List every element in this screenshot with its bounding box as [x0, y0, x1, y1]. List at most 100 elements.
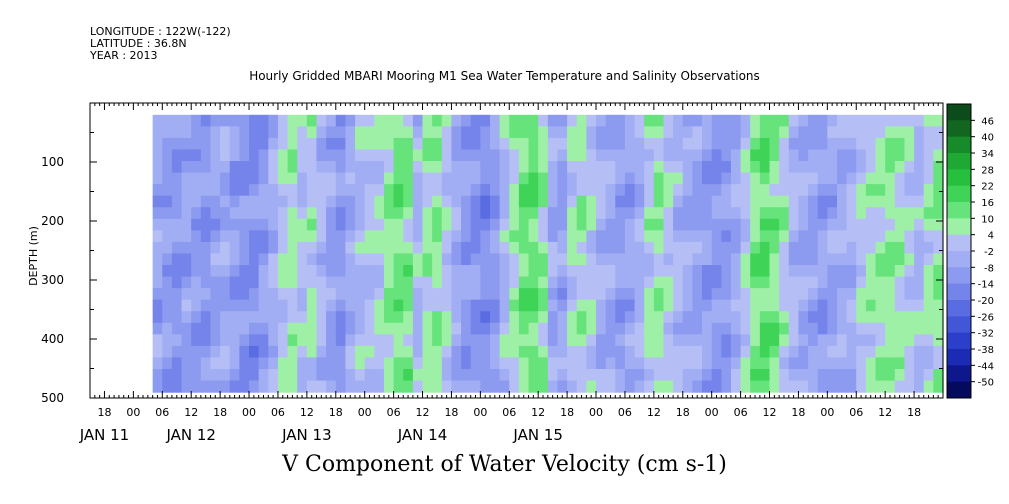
- heatmap-cell: [306, 368, 318, 382]
- heatmap-cell: [152, 334, 163, 347]
- heatmap-cell: [489, 253, 501, 266]
- heatmap-cell: [547, 161, 559, 174]
- heatmap-cell: [239, 184, 250, 197]
- heatmap-cell: [846, 357, 857, 370]
- x-tick-label: 00: [242, 406, 256, 419]
- heatmap-cell: [306, 241, 318, 255]
- heatmap-cell: [268, 137, 279, 151]
- heatmap-cell: [692, 195, 703, 208]
- heatmap-cell: [470, 114, 481, 127]
- heatmap-cell: [277, 184, 289, 197]
- heatmap-cell: [702, 380, 713, 393]
- heatmap-cell: [547, 230, 559, 243]
- heatmap-cell: [856, 184, 867, 197]
- heatmap-cell: [210, 265, 221, 278]
- heatmap-cell: [326, 218, 337, 231]
- heatmap-cell: [933, 311, 944, 324]
- heatmap-cell: [422, 345, 433, 359]
- heatmap-cell: [836, 195, 848, 208]
- heatmap-cell: [634, 276, 645, 289]
- heatmap-cell: [557, 253, 568, 266]
- heatmap-cell: [200, 184, 212, 197]
- heatmap-cell: [615, 195, 626, 208]
- heatmap-cell: [711, 184, 722, 197]
- heatmap-cell: [249, 114, 260, 127]
- heatmap-cell: [817, 184, 828, 197]
- heatmap-cell: [596, 195, 607, 208]
- colorbar-label: -50: [978, 378, 994, 389]
- heatmap-cell: [567, 230, 578, 243]
- heatmap-cell: [277, 276, 289, 289]
- heatmap-cell: [808, 288, 819, 301]
- x-day-label: JAN 13: [281, 426, 332, 444]
- heatmap-cell: [374, 137, 385, 151]
- heatmap-cell: [306, 276, 318, 289]
- heatmap-cell: [461, 126, 472, 139]
- heatmap-cell: [682, 311, 693, 324]
- heatmap-cell: [624, 114, 636, 127]
- heatmap-cell: [759, 114, 771, 127]
- heatmap-cell: [316, 207, 327, 220]
- heatmap-cell: [702, 334, 713, 347]
- heatmap-cell: [576, 334, 587, 347]
- heatmap-cell: [721, 207, 732, 220]
- heatmap-cell: [875, 288, 886, 301]
- heatmap-cell: [355, 334, 366, 347]
- heatmap-cell: [923, 218, 934, 231]
- x-tick-label: 00: [705, 406, 719, 419]
- heatmap-cell: [576, 322, 587, 335]
- heatmap-cell: [470, 265, 481, 278]
- heatmap-cell: [547, 149, 559, 162]
- heatmap-cell: [210, 357, 221, 370]
- heatmap-cell: [538, 172, 549, 185]
- heatmap-cell: [355, 253, 366, 266]
- heatmap-cell: [653, 184, 665, 197]
- heatmap-cell: [316, 137, 327, 151]
- heatmap-cell: [412, 184, 424, 197]
- colorbar-swatch: [947, 283, 971, 301]
- heatmap-cell: [605, 241, 616, 255]
- colorbar-swatch: [947, 218, 971, 236]
- heatmap-cell: [393, 114, 404, 127]
- heatmap-cell: [364, 114, 375, 127]
- heatmap-cell: [702, 265, 713, 278]
- heatmap-cell: [509, 322, 520, 335]
- heatmap-cell: [152, 161, 163, 174]
- heatmap-cell: [441, 265, 453, 278]
- heatmap-cell: [422, 322, 433, 335]
- heatmap-cell: [596, 311, 607, 324]
- heatmap-cell: [663, 241, 674, 255]
- heatmap-cell: [470, 207, 481, 220]
- heatmap-cell: [547, 357, 559, 370]
- heatmap-cell: [374, 380, 385, 393]
- heatmap-cell: [885, 241, 896, 255]
- heatmap-cell: [335, 276, 347, 289]
- heatmap-cell: [383, 311, 395, 324]
- heatmap-cell: [663, 195, 674, 208]
- heatmap-cell: [229, 345, 240, 359]
- heatmap-cell: [374, 230, 385, 243]
- heatmap-cell: [769, 265, 780, 278]
- heatmap-cell: [210, 288, 221, 301]
- heatmap-cell: [788, 334, 800, 347]
- heatmap-cell: [692, 357, 703, 370]
- heatmap-cell: [914, 207, 925, 220]
- heatmap-cell: [229, 114, 240, 127]
- heatmap-cell: [596, 253, 607, 266]
- heatmap-cell: [499, 299, 510, 312]
- heatmap-cell: [817, 311, 828, 324]
- heatmap-cell: [615, 357, 626, 370]
- x-tick-label: 00: [589, 406, 603, 419]
- heatmap-cell: [210, 149, 221, 162]
- heatmap-cell: [239, 195, 250, 208]
- heatmap-cell: [644, 276, 655, 289]
- heatmap-cell: [509, 253, 520, 266]
- heatmap-cell: [355, 311, 366, 324]
- heatmap-cell: [644, 345, 655, 359]
- heatmap-cell: [412, 207, 424, 220]
- heatmap-cell: [769, 161, 780, 174]
- heatmap-cell: [451, 184, 462, 197]
- heatmap-cell: [268, 345, 279, 359]
- heatmap-cell: [277, 253, 289, 266]
- heatmap-cell: [798, 265, 809, 278]
